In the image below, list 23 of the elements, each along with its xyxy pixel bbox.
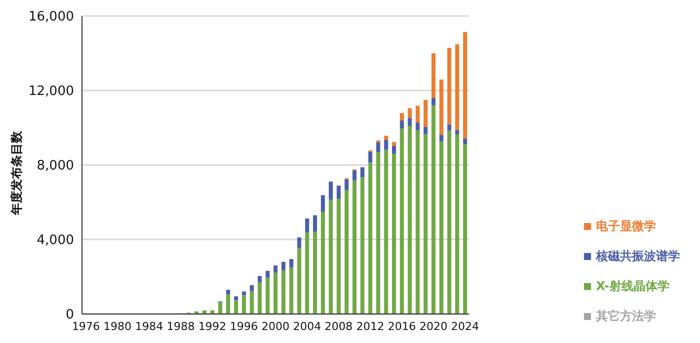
x-tick-label: 1992 bbox=[198, 320, 226, 333]
x-tick-label: 2020 bbox=[419, 320, 448, 333]
x-tick-label: 2008 bbox=[324, 320, 353, 333]
x-tick-label: 1980 bbox=[104, 320, 132, 333]
y-axis-title: 年度发布条目数 bbox=[9, 130, 24, 216]
x-tick-label: 1984 bbox=[135, 320, 164, 333]
x-tick-label: 1976 bbox=[72, 320, 100, 333]
y-tick-label: 8,000 bbox=[36, 158, 74, 174]
x-tick-label: 2016 bbox=[388, 320, 416, 333]
legend-label: 电子显微学 bbox=[596, 218, 656, 235]
legend-label: 其它方法学 bbox=[596, 308, 656, 325]
x-tick-label: 2012 bbox=[356, 320, 384, 333]
y-tick-label: 12,000 bbox=[28, 84, 74, 100]
x-tick-label: 2024 bbox=[451, 320, 480, 333]
y-tick-label: 4,000 bbox=[36, 233, 74, 248]
x-tick-label: 2004 bbox=[293, 320, 322, 333]
y-tick-label: 0 bbox=[66, 308, 74, 323]
legend-label: X-射线晶体学 bbox=[596, 278, 670, 295]
x-tick-label: 2000 bbox=[262, 320, 290, 333]
legend-label: 核磁共振波谱学 bbox=[596, 248, 680, 265]
x-tick-label: 1996 bbox=[230, 320, 258, 333]
x-tick-label: 1988 bbox=[166, 320, 195, 333]
y-tick-label: 16,000 bbox=[28, 10, 74, 25]
